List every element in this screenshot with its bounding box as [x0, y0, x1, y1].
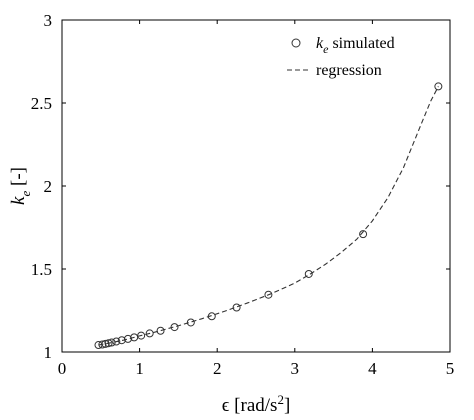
- data-point: [264, 290, 273, 299]
- x-axis-label-superscript: 2: [277, 392, 284, 407]
- data-point: [207, 312, 216, 321]
- regression-series: [98, 86, 439, 346]
- legend-label-simulated-base: k: [316, 35, 324, 52]
- y-tick-label: 2.5: [31, 94, 52, 113]
- x-axis-label-close: ]: [284, 395, 290, 416]
- data-point: [112, 337, 121, 346]
- y-tick-label: 1: [44, 343, 53, 362]
- axis-ticks: 0 1 2 3 4 511.522.53: [31, 11, 455, 378]
- regression-line: [98, 86, 439, 346]
- legend-label-simulated: ke simulated: [316, 35, 395, 56]
- data-point: [137, 331, 146, 340]
- y-axis-label-symbol: k: [8, 196, 29, 205]
- data-point: [170, 323, 179, 332]
- y-axis-label-unit: [-]: [8, 167, 29, 191]
- simulated-series: [94, 82, 443, 350]
- data-point: [107, 338, 116, 347]
- data-point: [232, 303, 241, 312]
- x-tick-label: 1: [135, 359, 144, 378]
- data-point: [186, 318, 195, 327]
- y-tick-label: 3: [44, 11, 53, 30]
- data-point: [145, 329, 154, 338]
- legend: ke simulated regression: [287, 35, 395, 79]
- legend-label-regression: regression: [316, 62, 382, 79]
- data-point: [156, 326, 165, 335]
- x-axis-label-text: ϵ [rad/s: [222, 395, 278, 416]
- data-point: [434, 82, 443, 91]
- data-point: [304, 269, 313, 278]
- legend-label-simulated-sub: e: [323, 42, 329, 56]
- y-tick-label: 2: [44, 177, 53, 196]
- y-tick-label: 1.5: [31, 260, 52, 279]
- x-tick-label: 3: [291, 359, 300, 378]
- data-point: [359, 230, 368, 239]
- x-axis-label: ϵ [rad/s2]: [222, 392, 291, 416]
- x-tick-label: 4: [368, 359, 377, 378]
- plot-area: [61, 19, 451, 353]
- data-point: [98, 340, 107, 349]
- data-point: [123, 334, 132, 343]
- data-point: [117, 336, 126, 345]
- x-tick-label: 5: [446, 359, 455, 378]
- y-axis-label: ke [-]: [8, 167, 33, 205]
- y-axis-label-subscript: e: [18, 191, 33, 197]
- legend-label-simulated-rest: simulated: [328, 35, 394, 52]
- data-point: [101, 339, 110, 348]
- legend-marker-simulated: [291, 38, 301, 48]
- x-tick-label: 2: [213, 359, 222, 378]
- x-tick-label: 0: [58, 359, 67, 378]
- data-point: [104, 339, 113, 348]
